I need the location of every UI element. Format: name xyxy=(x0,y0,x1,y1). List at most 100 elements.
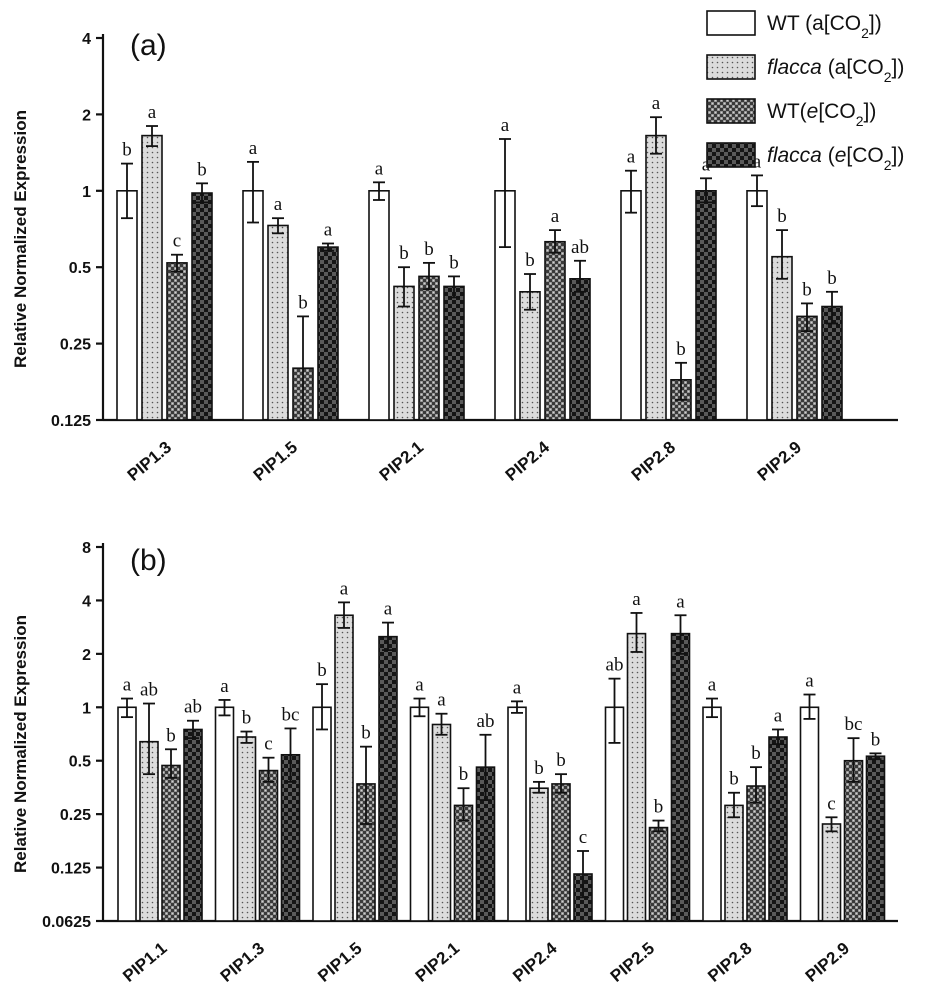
bar xyxy=(161,764,181,922)
legend-label-part: e xyxy=(807,100,819,123)
bar xyxy=(334,614,354,922)
bar xyxy=(409,706,430,922)
bar xyxy=(746,190,768,421)
legend-label-part: ]) xyxy=(892,144,905,167)
y-tick-label: 4 xyxy=(82,593,91,610)
significance-letter: c xyxy=(173,231,181,252)
bar xyxy=(242,190,264,421)
legend-label: WT (a[CO2]) xyxy=(767,12,882,41)
significance-letter: b xyxy=(424,239,434,260)
category-label: PIP2.9 xyxy=(802,939,853,986)
significance-letter: a xyxy=(551,206,560,227)
significance-letter: b xyxy=(122,140,132,161)
bar xyxy=(768,736,788,922)
bar xyxy=(507,706,527,922)
significance-letter: a xyxy=(340,578,349,599)
y-axis-label: Relative Normalized Expression xyxy=(11,110,30,368)
category-label: PIP2.1 xyxy=(412,939,463,986)
significance-letter: ab xyxy=(571,237,589,258)
panel-label: (b) xyxy=(130,544,167,577)
significance-letter: b xyxy=(827,268,837,289)
bar xyxy=(695,190,717,421)
legend-swatch xyxy=(706,98,756,124)
bar xyxy=(771,255,793,421)
category-label: PIP2.4 xyxy=(509,938,561,986)
legend-label: WT(e[CO2]) xyxy=(767,100,876,129)
legend-swatch xyxy=(706,10,756,36)
y-tick-label: 2 xyxy=(82,107,91,124)
significance-letter: b xyxy=(197,159,207,180)
bar xyxy=(443,285,465,421)
category-label: PIP2.8 xyxy=(628,438,679,485)
y-axis-label: Relative Normalized Expression xyxy=(11,615,30,873)
significance-letter: b xyxy=(317,660,327,681)
legend-label: flacca (a[CO2]) xyxy=(767,56,904,85)
significance-letter: b xyxy=(399,243,409,264)
significance-letter: c xyxy=(579,827,587,848)
y-tick-label: 4 xyxy=(82,31,91,48)
bar xyxy=(620,190,642,421)
bar xyxy=(117,706,137,922)
legend-label-part: 2 xyxy=(861,25,869,41)
significance-letter: a xyxy=(249,138,258,159)
significance-letter: a xyxy=(632,589,641,610)
significance-letter: b xyxy=(459,764,469,785)
significance-letter: b xyxy=(729,769,739,790)
category-label: PIP1.3 xyxy=(124,438,175,485)
significance-letter: a xyxy=(220,676,229,697)
legend-label-part: (a[CO xyxy=(822,56,884,79)
significance-letter: bc xyxy=(845,714,863,735)
y-tick-label: 1 xyxy=(82,700,91,717)
legend-label-part: ]) xyxy=(869,12,882,35)
legend-swatch xyxy=(706,54,756,80)
bar xyxy=(431,723,452,922)
legend-label: flacca (e[CO2]) xyxy=(767,144,904,173)
bar xyxy=(569,278,591,421)
bar xyxy=(529,787,549,922)
significance-letter: b xyxy=(361,723,371,744)
bar xyxy=(312,706,332,922)
legend-label-part: 2 xyxy=(884,157,892,173)
bar xyxy=(267,224,289,421)
significance-letter: ab xyxy=(140,680,158,701)
significance-letter: a xyxy=(627,147,636,168)
significance-letter: a xyxy=(274,194,283,215)
legend-label-part: e xyxy=(835,144,847,167)
category-label: PIP2.1 xyxy=(376,438,427,485)
significance-letter: a xyxy=(676,591,685,612)
legend-label-part: flacca xyxy=(767,56,822,79)
significance-letter: a xyxy=(324,219,333,240)
legend-label-part: [CO xyxy=(846,144,883,167)
significance-letter: b xyxy=(298,292,308,313)
significance-letter: b xyxy=(654,797,664,818)
bar xyxy=(378,635,398,922)
significance-letter: b xyxy=(166,725,176,746)
bar xyxy=(368,190,390,421)
significance-letter: b xyxy=(802,279,812,300)
legend-label-part: ]) xyxy=(892,56,905,79)
bar xyxy=(191,192,213,421)
significance-letter: b xyxy=(449,252,459,273)
y-tick-label: 8 xyxy=(82,540,91,557)
legend-label-part: flacca xyxy=(767,144,822,167)
bar xyxy=(746,785,766,922)
significance-letter: b xyxy=(777,206,787,227)
significance-letter: a xyxy=(805,671,814,692)
significance-letter: b xyxy=(242,708,252,729)
legend-label-part: ]) xyxy=(863,100,876,123)
category-label: PIP2.5 xyxy=(607,939,658,986)
legend-label-part: WT (a[CO xyxy=(767,12,861,35)
category-label: PIP1.5 xyxy=(314,939,365,986)
category-label: PIP1.5 xyxy=(250,438,301,485)
y-tick-label: 1 xyxy=(82,184,91,201)
bar xyxy=(116,190,138,421)
significance-letter: a xyxy=(384,599,393,620)
significance-letter: c xyxy=(264,734,272,755)
y-tick-label: 0.125 xyxy=(51,413,91,430)
legend-label-part: [CO xyxy=(818,100,855,123)
y-tick-label: 0.25 xyxy=(60,807,91,824)
significance-letter: a xyxy=(375,158,384,179)
bar xyxy=(724,804,744,922)
y-tick-label: 0.5 xyxy=(69,260,91,277)
